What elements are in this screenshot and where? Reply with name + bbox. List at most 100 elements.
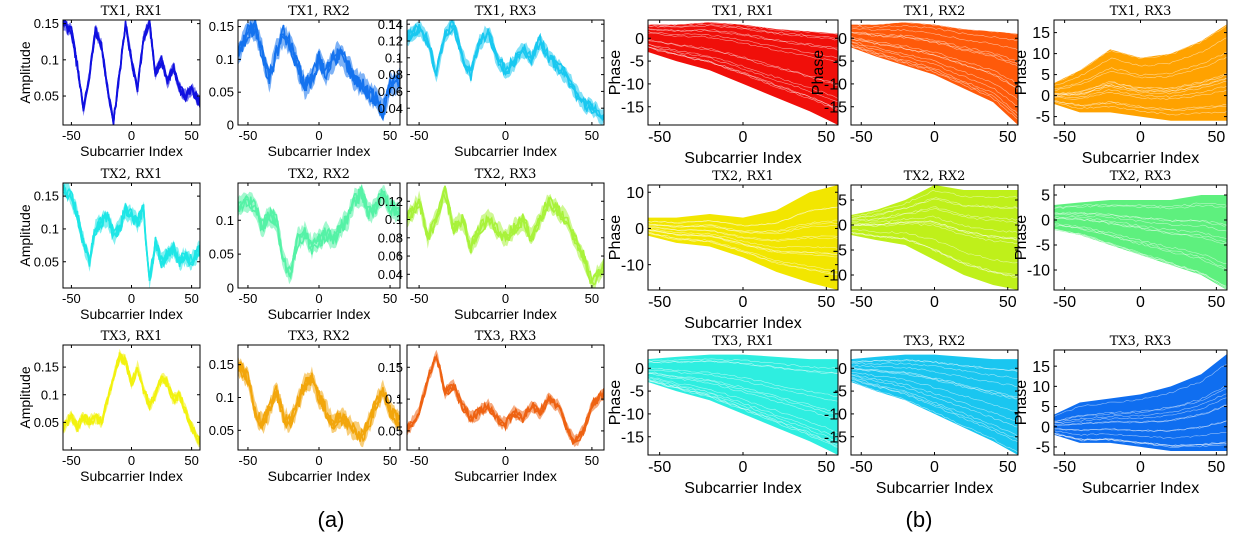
phase-curve <box>1054 204 1227 210</box>
y-tick-label: -10 <box>621 77 644 94</box>
y-tick-label: -10 <box>621 407 644 424</box>
phase-curve <box>1054 202 1227 209</box>
amplitude-band <box>63 183 200 288</box>
x-axis-label: Subcarrier Index <box>1082 480 1199 497</box>
phase-curve <box>648 206 838 227</box>
x-tick-label: 50 <box>383 128 397 143</box>
x-axis-label: Subcarrier Index <box>268 468 371 484</box>
x-axis-label: Subcarrier Index <box>268 143 371 159</box>
y-tick-label: 5 <box>1041 188 1050 205</box>
x-axis-label: Subcarrier Index <box>80 306 183 322</box>
x-tick-label: 50 <box>585 291 599 306</box>
phase-curve <box>1054 37 1227 86</box>
y-tick-label: 10 <box>1032 379 1050 396</box>
x-tick-label: -50 <box>239 128 258 143</box>
phase-curve <box>648 21 838 36</box>
x-tick-label: 50 <box>817 459 835 476</box>
subplot-a-9: -50 0 50 0.05 0.1 0.15 TX3, RX3 Subcarrier Inde… <box>378 329 605 484</box>
plot-area <box>63 20 200 125</box>
phase-curve <box>648 380 838 448</box>
phase-curve <box>851 220 1018 240</box>
subplot-b-2: -50 0 50 0 -5 -10 -15 TX1, RX2 Phase <box>810 4 1019 146</box>
phase-curve <box>851 45 1018 120</box>
y-tick-label: 0.15 <box>209 357 234 372</box>
phase-curve <box>1054 222 1227 265</box>
phase-curve <box>648 30 838 59</box>
y-tick-label: 0.05 <box>209 85 234 100</box>
y-axis-label: Phase <box>607 50 624 95</box>
phase-curve <box>1054 72 1227 95</box>
x-tick-label: 50 <box>383 291 397 306</box>
subplot-title: TX3, RX1 <box>101 329 163 344</box>
x-tick-label: 50 <box>999 129 1017 146</box>
phase-area <box>851 22 1018 125</box>
y-tick-label: 0.05 <box>34 89 59 104</box>
phase-curve <box>851 43 1018 115</box>
x-axis-label: Subcarrier Index <box>684 315 801 332</box>
y-axis-label: Phase <box>1013 380 1030 425</box>
y-axis-label: Phase <box>1013 50 1030 95</box>
y-tick-label: -5 <box>833 384 847 401</box>
phase-curve <box>851 28 1018 51</box>
x-tick-label: 50 <box>1207 129 1225 146</box>
phase-curve <box>648 231 838 271</box>
phase-curve <box>1054 404 1227 426</box>
y-axis-label: Phase <box>607 380 624 425</box>
phase-curve <box>1054 213 1227 232</box>
phase-curve <box>648 43 838 103</box>
phase-area <box>1054 195 1227 290</box>
subplot-title: TX3, RX2 <box>288 329 350 344</box>
x-tick-label: 0 <box>128 128 135 143</box>
subplot-b-7: -50 0 50 0 -5 -10 -15 TX3, RX1 Subcarrier Index P… <box>607 334 839 497</box>
subplot-title: TX3, RX3 <box>475 329 537 344</box>
phase-curve <box>851 31 1018 65</box>
y-tick-label: -5 <box>1036 109 1050 126</box>
y-axis-label: Amplitude <box>17 41 33 103</box>
phase-curve <box>851 221 1018 241</box>
amplitude-line <box>407 189 604 285</box>
plot-area <box>238 355 400 448</box>
phase-curve <box>1054 81 1227 97</box>
phase-area <box>1054 24 1227 121</box>
x-tick-label: -50 <box>1053 459 1076 476</box>
y-tick-label: 0.05 <box>34 415 59 430</box>
subplot-b-1: -50 0 50 0 -5 -10 -15 TX1, RX1 Subcarrier Index P… <box>607 4 839 167</box>
axes-frame <box>237 19 401 126</box>
phase-curve <box>851 362 1018 379</box>
phase-curve <box>1054 56 1227 91</box>
plot-area <box>407 20 604 125</box>
phase-curve <box>1054 217 1227 245</box>
y-axis-label: Phase <box>1013 215 1030 260</box>
y-tick-label: 0.04 <box>378 267 403 282</box>
phase-curve <box>648 369 838 402</box>
y-tick-label: 0.05 <box>34 254 59 269</box>
y-tick-label: -5 <box>833 54 847 71</box>
x-axis-label: Subcarrier Index <box>876 480 993 497</box>
y-tick-label: 0 <box>635 361 644 378</box>
amplitude-line <box>238 185 400 278</box>
y-tick-label: -5 <box>1036 440 1050 457</box>
y-tick-label: 0.05 <box>378 423 403 438</box>
subplot-title: TX2, RX2 <box>904 169 966 184</box>
amplitude-line <box>407 353 604 446</box>
y-tick-label: 0.12 <box>378 34 403 49</box>
phase-curve <box>648 358 838 370</box>
phase-curve <box>1054 433 1227 448</box>
y-tick-label: 0.1 <box>216 390 234 405</box>
phase-curve <box>851 374 1018 423</box>
x-tick-label: -50 <box>410 453 429 468</box>
phase-curve <box>1054 229 1227 289</box>
subplot-a-4: -50 0 50 0.05 0.1 0.15 TX2, RX1 Subcarrier Inde… <box>17 167 201 322</box>
y-tick-label: 0 <box>838 31 847 48</box>
x-tick-label: 50 <box>184 453 198 468</box>
subplot-a-5: -50 0 50 0 0.05 0.1 TX2, RX2 Subcarrier Index <box>209 167 401 322</box>
y-tick-label: 0 <box>227 281 234 296</box>
plot-area <box>648 21 838 125</box>
x-tick-label: 50 <box>999 459 1017 476</box>
x-tick-label: -50 <box>62 453 81 468</box>
x-tick-label: 0 <box>502 291 509 306</box>
phase-curve <box>648 232 838 275</box>
y-tick-label: 0.05 <box>209 247 234 262</box>
y-tick-label: 0 <box>635 221 644 238</box>
